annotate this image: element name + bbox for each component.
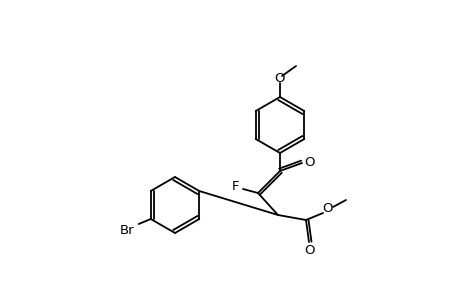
Text: O: O bbox=[304, 244, 314, 257]
Text: Br: Br bbox=[119, 224, 134, 236]
Text: O: O bbox=[274, 71, 285, 85]
Text: F: F bbox=[232, 179, 239, 193]
Text: O: O bbox=[304, 155, 314, 169]
Text: O: O bbox=[322, 202, 332, 215]
